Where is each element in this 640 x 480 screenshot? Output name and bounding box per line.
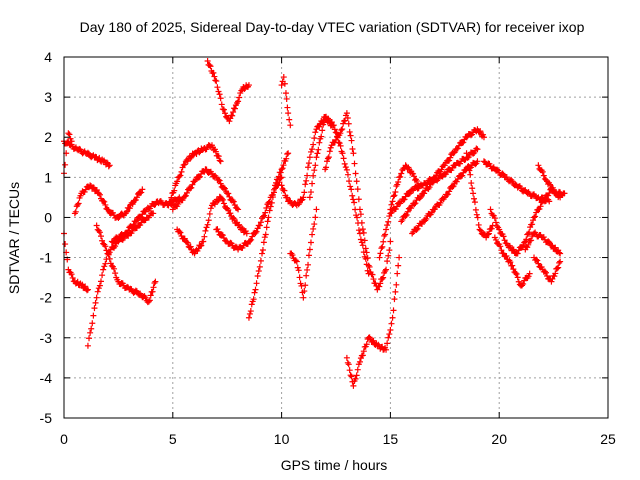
trace-marks xyxy=(214,175,284,251)
data-point-marks xyxy=(531,254,564,285)
series-trace-14 xyxy=(278,74,294,129)
series-trace-3 xyxy=(61,230,91,294)
y-tick-label: 4 xyxy=(44,49,52,65)
series-trace-25 xyxy=(480,158,553,205)
data-point-marks xyxy=(84,210,157,349)
series-trace-27 xyxy=(491,234,533,289)
series-trace-28 xyxy=(522,229,564,257)
y-tick-label: 2 xyxy=(44,129,52,145)
trace-marks xyxy=(399,145,480,223)
trace-marks xyxy=(170,166,240,212)
series-trace-16 xyxy=(287,206,320,301)
series-trace-24 xyxy=(463,150,496,241)
y-tick-label: -4 xyxy=(40,370,53,386)
trace-marks xyxy=(62,241,91,294)
series-trace-19 xyxy=(343,254,403,389)
series-trace-23 xyxy=(409,158,481,237)
trace-marks xyxy=(62,131,74,168)
trace-marks xyxy=(523,229,563,256)
trace-marks xyxy=(492,236,532,289)
data-point-marks xyxy=(245,150,292,321)
data-point-marks xyxy=(278,74,294,129)
y-tick-label: -1 xyxy=(40,250,53,266)
series-trace-10 xyxy=(174,193,250,257)
trace-marks xyxy=(410,159,480,235)
series-trace-4 xyxy=(71,182,146,221)
trace-marks xyxy=(532,256,563,283)
trace-marks xyxy=(323,112,393,290)
trace-marks xyxy=(205,61,252,122)
series-trace-6 xyxy=(93,222,159,306)
x-tick-label: 5 xyxy=(169,431,177,447)
data-marks xyxy=(61,58,568,389)
series-trace-18 xyxy=(322,110,394,293)
chart-title: Day 180 of 2025, Sidereal Day-to-day VTE… xyxy=(80,19,585,35)
trace-marks xyxy=(72,183,145,221)
series-trace-8 xyxy=(165,142,224,209)
y-tick-label: 1 xyxy=(44,169,52,185)
data-point-marks xyxy=(322,110,394,293)
plot-frame xyxy=(63,56,609,419)
trace-marks xyxy=(175,193,249,256)
series-trace-29 xyxy=(531,254,564,285)
trace-marks xyxy=(344,262,402,385)
trace-marks xyxy=(288,214,319,296)
trace-marks xyxy=(482,159,552,205)
x-axis-label: GPS time / hours xyxy=(281,457,388,473)
x-tick-label: 0 xyxy=(60,431,68,447)
series-trace-30 xyxy=(535,162,568,198)
x-tick-label: 15 xyxy=(383,431,399,447)
trace-marks xyxy=(307,115,371,274)
series-trace-17 xyxy=(306,114,372,277)
x-tick-label: 10 xyxy=(274,431,290,447)
series-trace-9 xyxy=(169,166,242,213)
x-tick-label: 25 xyxy=(600,431,616,447)
trace-marks xyxy=(377,163,421,257)
y-axis-label: SDTVAR / TECUs xyxy=(6,182,22,294)
trace-marks xyxy=(279,78,293,123)
series-trace-5 xyxy=(84,210,157,349)
trace-marks xyxy=(94,226,158,306)
y-tick-label: -5 xyxy=(40,410,53,426)
data-point-marks xyxy=(463,150,496,241)
y-tick-label: -3 xyxy=(40,330,53,346)
trace-marks xyxy=(246,150,291,317)
trace-marks xyxy=(166,142,223,205)
trace-marks xyxy=(536,165,567,198)
y-tick-label: 3 xyxy=(44,89,52,105)
series-trace-13 xyxy=(245,150,292,321)
axis-ticks: 0 5 10 15 20 25 -5 -4 -3 -2 -1 0 1 2 3 4 xyxy=(40,49,616,447)
y-tick-label: -2 xyxy=(40,290,53,306)
series-trace-11 xyxy=(204,58,252,125)
y-tick-label: 0 xyxy=(44,209,52,225)
trace-marks xyxy=(464,154,495,238)
trace-marks xyxy=(109,195,182,246)
x-tick-label: 20 xyxy=(491,431,507,447)
